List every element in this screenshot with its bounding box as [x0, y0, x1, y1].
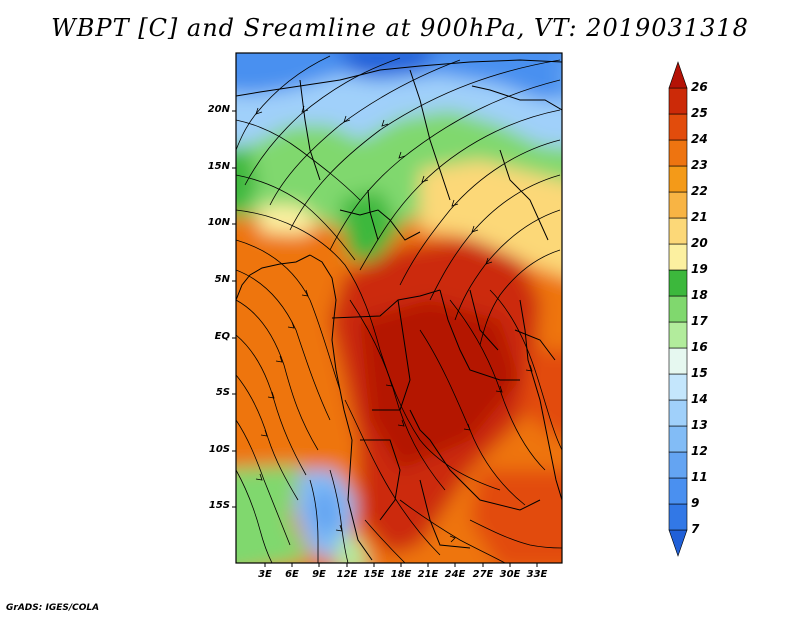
lon-label: 30E [499, 569, 521, 580]
colorbar-swatch [668, 529, 688, 557]
colorbar-label: 22 [691, 184, 708, 198]
lon-label: 15E [363, 569, 385, 580]
credit-text: GrADS: IGES/COLA [6, 603, 100, 613]
colorbar-label: 23 [691, 158, 708, 172]
colorbar-label: 19 [691, 262, 708, 276]
lat-label: 10S [208, 444, 230, 455]
colorbar-swatch [668, 61, 688, 89]
colorbar-label: 24 [691, 132, 708, 146]
streamlines [236, 55, 562, 563]
lon-label: 27E [472, 569, 494, 580]
lon-label: 6E [285, 569, 299, 580]
colorbar-swatch [668, 503, 688, 531]
colorbar-swatch [668, 139, 688, 167]
colorbar-swatch [668, 243, 688, 271]
colorbar [668, 61, 688, 557]
colorbar-swatch [668, 373, 688, 401]
colorbar-swatch [668, 269, 688, 297]
colorbar-label: 18 [691, 288, 708, 302]
colorbar-swatch [668, 87, 688, 115]
y-axis-ticks [232, 110, 236, 508]
colorbar-swatch [668, 347, 688, 375]
colorbar-swatch [668, 113, 688, 141]
colorbar-swatch [668, 191, 688, 219]
colorbar-label: 25 [691, 106, 708, 120]
colorbar-swatch [668, 477, 688, 505]
lon-label: 33E [526, 569, 548, 580]
lat-label: 5S [215, 387, 230, 398]
lon-label: 3E [258, 569, 272, 580]
colorbar-swatch [668, 165, 688, 193]
colorbar-label: 26 [691, 80, 708, 94]
lon-label: 12E [336, 569, 358, 580]
lat-label: 20N [207, 104, 230, 115]
lat-label: 10N [207, 217, 230, 228]
map-frame [235, 52, 563, 564]
lat-label: EQ [214, 331, 230, 342]
colorbar-label: 21 [691, 210, 708, 224]
colorbar-label: 15 [691, 366, 708, 380]
colorbar-swatch [668, 451, 688, 479]
colorbar-label: 12 [691, 444, 708, 458]
colorbar-swatch [668, 399, 688, 427]
colorbar-label: 20 [691, 236, 708, 250]
lon-label: 24E [444, 569, 466, 580]
coastlines-borders [236, 59, 562, 561]
colorbar-label: 9 [691, 496, 700, 510]
lat-label: 15N [207, 161, 230, 172]
colorbar-label: 14 [691, 392, 708, 406]
plot-title: WBPT [C] and Sreamline at 900hPa, VT: 20… [51, 14, 749, 42]
colorbar-label: 16 [691, 340, 708, 354]
colorbar-label: 7 [691, 522, 700, 536]
colorbar-label: 17 [691, 314, 708, 328]
colorbar-swatch [668, 295, 688, 323]
lat-label: 5N [214, 274, 230, 285]
lat-label: 15S [208, 500, 230, 511]
lon-label: 9E [312, 569, 326, 580]
colorbar-swatch [668, 321, 688, 349]
colorbar-swatch [668, 425, 688, 453]
x-axis-ticks [264, 563, 538, 567]
lon-label: 18E [390, 569, 412, 580]
colorbar-label: 11 [691, 470, 708, 484]
colorbar-label: 13 [691, 418, 708, 432]
colorbar-swatch [668, 217, 688, 245]
lon-label: 21E [417, 569, 439, 580]
streamline-arrows [255, 105, 533, 543]
